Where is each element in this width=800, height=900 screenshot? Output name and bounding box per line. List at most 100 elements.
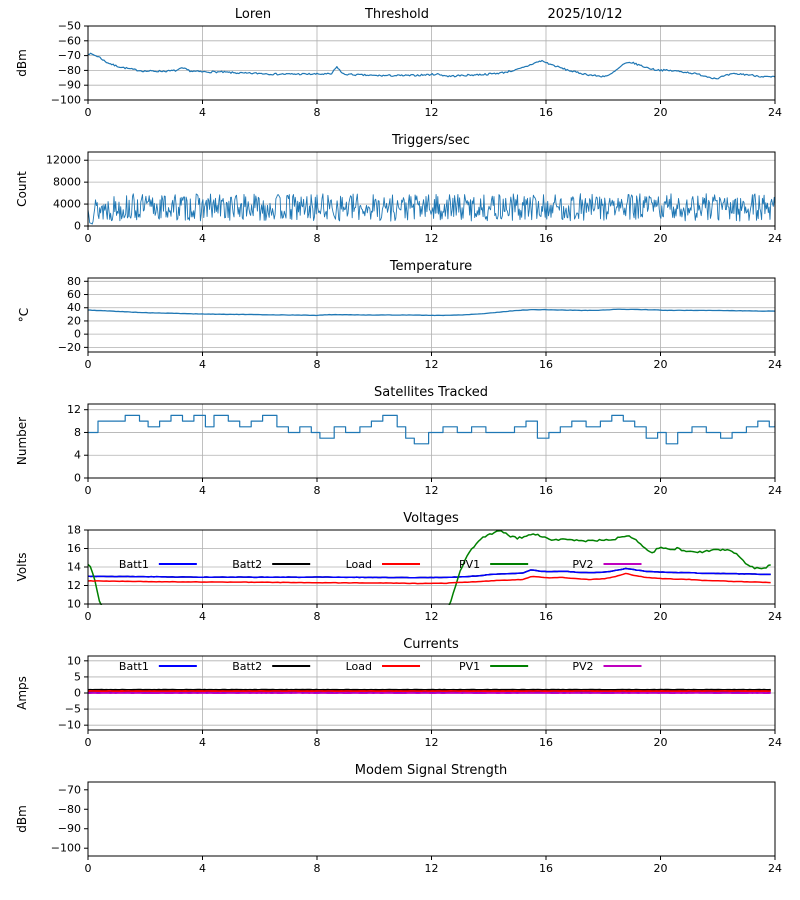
- series-signal: [88, 52, 775, 80]
- legend-label-batt1: Batt1: [119, 558, 149, 571]
- x-tick-label: 12: [425, 106, 439, 119]
- legend-label-load: Load: [346, 558, 372, 571]
- x-tick-label: 20: [654, 610, 668, 623]
- x-tick-label: 0: [85, 358, 92, 371]
- y-tick-label: 0: [74, 328, 81, 341]
- plot-area: 0 4 8 12 16 20 24 −50−60 −70 −80 −90 −100: [51, 20, 782, 120]
- x-tick-label: 20: [654, 106, 668, 119]
- y-tick-label: 10: [67, 598, 81, 611]
- y-tick-label: −70: [58, 783, 81, 796]
- x-tick-label: 8: [314, 358, 321, 371]
- x-tick-label: 20: [654, 484, 668, 497]
- signal-strength-chart: Loren Threshold 2025/10/12 dBm 0 4 8 12 16 20…: [15, 7, 782, 120]
- y-tick-label: −50: [58, 20, 81, 33]
- y-tick-label: 20: [67, 314, 81, 327]
- currents-chart: Currents Amps 0 4 8 12 16 20 24 −10 −5 0 5 10 Batt1 B…: [15, 637, 782, 749]
- x-tick-label: 4: [199, 232, 206, 245]
- plot-area: 0 4 8 12 16 20 24 0 4000 8000 12000: [46, 151, 782, 245]
- y-axis-label: Amps: [15, 676, 29, 710]
- x-tick-label: 24: [768, 484, 782, 497]
- x-tick-label: 24: [768, 862, 782, 875]
- x-tick-label: 0: [85, 232, 92, 245]
- series-batt1-volts: [88, 567, 771, 579]
- x-tick-label: 8: [314, 484, 321, 497]
- panel-signal-strength: Loren Threshold 2025/10/12 dBm 0 4 8 12 16 20…: [0, 2, 800, 128]
- chart-title: Voltages: [403, 511, 459, 526]
- y-tick-label: −80: [58, 803, 81, 816]
- y-tick-label: 10: [67, 654, 81, 667]
- y-tick-label: 12: [67, 403, 81, 416]
- y-tick-label: 12: [67, 579, 81, 592]
- x-tick-label: 24: [768, 610, 782, 623]
- axes-border: [87, 781, 776, 857]
- x-tick-label: 12: [425, 358, 439, 371]
- chart-title: Temperature: [389, 259, 472, 274]
- x-tick-label: 24: [768, 106, 782, 119]
- y-tick-label: −20: [58, 341, 81, 354]
- legend-label-load: Load: [346, 660, 372, 673]
- x-tick-label: 4: [199, 736, 206, 749]
- x-tick-label: 8: [314, 232, 321, 245]
- panel-currents: Currents Amps 0 4 8 12 16 20 24 −10 −5 0 5 10 Batt1 B…: [0, 632, 800, 758]
- y-axis-label: °C: [17, 308, 31, 322]
- x-tick-label: 0: [85, 610, 92, 623]
- x-tick-label: 0: [85, 862, 92, 875]
- y-tick-label: 5: [74, 670, 81, 683]
- legend-label-pv1: PV1: [459, 558, 480, 571]
- axes-border: [87, 277, 776, 353]
- y-tick-label: 12000: [46, 154, 81, 167]
- voltages-chart: Voltages Volts 0 4 8 12 16 20 24 10 12 14 16 18 Batt…: [15, 511, 782, 623]
- y-tick-label: 8: [74, 426, 81, 439]
- plot-area: 0 4 8 12 16 20 24 0 4 8 12: [67, 403, 782, 497]
- x-tick-label: 4: [199, 484, 206, 497]
- plot-area: 0 4 8 12 16 20 24 −70 −80 −90 −100: [51, 781, 782, 875]
- chart-title: Satellites Tracked: [374, 385, 488, 400]
- y-tick-label: −70: [58, 49, 81, 62]
- y-tick-label: 18: [67, 524, 81, 537]
- y-tick-label: 40: [67, 301, 81, 314]
- x-tick-label: 0: [85, 484, 92, 497]
- panel-triggers: Triggers/sec Count 0 4 8 12 16 20 24 0 4000 8000 1…: [0, 128, 800, 254]
- satellites-chart: Satellites Tracked Number 0 4 8 12 16 20 24 0 4 8…: [15, 385, 782, 497]
- panel-modem: Modem Signal Strength dBm 0 4 8 12 16 20 24 −70…: [0, 758, 800, 884]
- x-tick-label: 12: [425, 484, 439, 497]
- y-axis-label: Number: [15, 417, 29, 465]
- x-tick-label: 16: [539, 862, 553, 875]
- x-tick-label: 20: [654, 358, 668, 371]
- x-tick-label: 0: [85, 106, 92, 119]
- y-tick-label: 0: [74, 220, 81, 233]
- panel-temperature: Temperature °C 0 4 8 12 16 20 24 −20 0 20 40 60 80: [0, 254, 800, 380]
- x-tick-label: 12: [425, 232, 439, 245]
- y-tick-label: 8000: [53, 176, 81, 189]
- x-tick-label: 16: [539, 736, 553, 749]
- series-temperature: [88, 308, 775, 317]
- plot-area: 0 4 8 12 16 20 24 −10 −5 0 5 10 Batt1 Batt2 Load PV1 PV2: [58, 654, 782, 749]
- x-tick-label: 24: [768, 232, 782, 245]
- chart-title: Modem Signal Strength: [355, 763, 508, 778]
- y-tick-label: −60: [58, 34, 81, 47]
- axes-border: [87, 151, 776, 227]
- x-tick-label: 8: [314, 106, 321, 119]
- y-tick-label: 16: [67, 542, 81, 555]
- y-tick-label: 4000: [53, 198, 81, 211]
- x-tick-label: 24: [768, 736, 782, 749]
- x-tick-label: 4: [199, 358, 206, 371]
- panel-satellites: Satellites Tracked Number 0 4 8 12 16 20 24 0 4 8…: [0, 380, 800, 506]
- y-tick-label: −80: [58, 64, 81, 77]
- header-station-name: Loren: [235, 7, 271, 22]
- y-axis-label: Volts: [15, 553, 29, 582]
- y-axis-label: dBm: [15, 805, 29, 833]
- chart-title: Triggers/sec: [391, 133, 470, 148]
- legend-label-batt2: Batt2: [232, 558, 262, 571]
- x-tick-label: 16: [539, 232, 553, 245]
- x-tick-label: 16: [539, 358, 553, 371]
- axes-border: [87, 529, 776, 605]
- legend-label-pv1: PV1: [459, 660, 480, 673]
- axes-border: [87, 655, 776, 731]
- y-tick-label: −90: [58, 822, 81, 835]
- x-tick-label: 4: [199, 862, 206, 875]
- x-tick-label: 20: [654, 232, 668, 245]
- legend-label-pv2: PV2: [572, 558, 593, 571]
